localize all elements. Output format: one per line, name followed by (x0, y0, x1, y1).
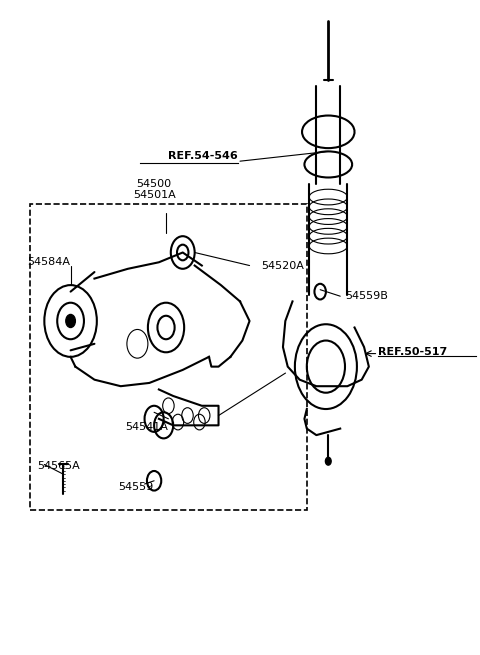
Text: 54559B: 54559B (345, 291, 388, 301)
Bar (30, 204, 307, 510)
Text: 54541A: 54541A (125, 422, 168, 432)
Text: 54520A: 54520A (262, 261, 304, 271)
Text: REF.50-517: REF.50-517 (378, 347, 448, 357)
Text: REF.54-546: REF.54-546 (168, 151, 238, 161)
Text: 54584A: 54584A (28, 257, 71, 267)
Text: 54565A: 54565A (37, 460, 80, 471)
Text: 54559: 54559 (118, 482, 154, 493)
Text: 54500
54501A: 54500 54501A (133, 179, 176, 200)
Circle shape (325, 457, 331, 465)
Circle shape (66, 314, 75, 328)
